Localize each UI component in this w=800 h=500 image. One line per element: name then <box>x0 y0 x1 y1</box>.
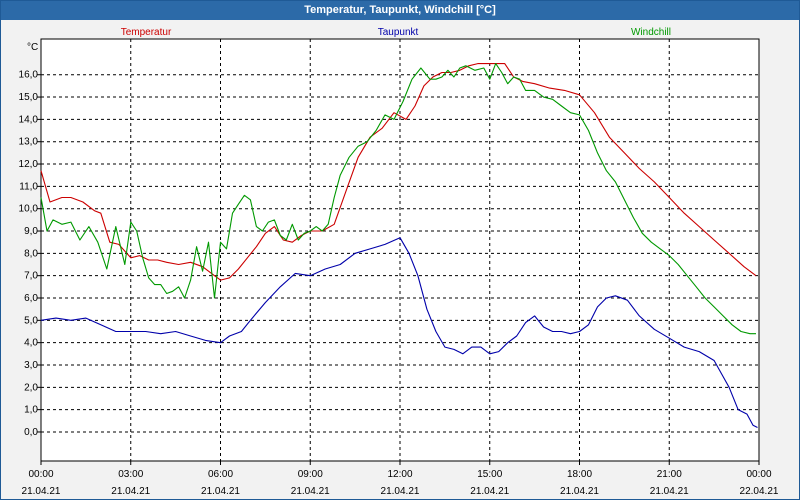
y-tick-label: 12,0 <box>19 159 39 170</box>
y-tick-label: 4,0 <box>24 338 38 349</box>
y-tick-label: 16,0 <box>19 70 39 81</box>
x-tick-date: 21.04.21 <box>291 486 330 497</box>
legend-windchill: Windchill <box>631 27 671 38</box>
x-tick-date: 22.04.21 <box>740 486 779 497</box>
x-tick-time: 18:00 <box>567 469 592 480</box>
y-tick-label: 0,0 <box>24 427 38 438</box>
x-tick-time: 12:00 <box>387 469 412 480</box>
x-tick-date: 21.04.21 <box>470 486 509 497</box>
x-tick-date: 21.04.21 <box>111 486 150 497</box>
series-line-temperatur <box>40 63 757 281</box>
x-tick-time: 00:00 <box>746 469 771 480</box>
legend-taupunkt: Taupunkt <box>378 27 419 38</box>
series-line-taupunkt <box>40 237 758 428</box>
y-tick-label: 1,0 <box>24 405 38 416</box>
y-tick-label: 8,0 <box>24 248 38 259</box>
y-tick-label: 13,0 <box>19 137 39 148</box>
window-title: Temperatur, Taupunkt, Windchill [°C] <box>1 1 799 20</box>
x-tick-time: 03:00 <box>118 469 143 480</box>
y-tick-label: 7,0 <box>24 271 38 282</box>
legend-temperatur: Temperatur <box>121 27 172 38</box>
y-tick-label: 14,0 <box>19 114 39 125</box>
x-tick-time: 15:00 <box>477 469 502 480</box>
x-tick-time: 00:00 <box>28 469 53 480</box>
y-tick-label: 2,0 <box>24 382 38 393</box>
series-line-windchill <box>40 63 756 335</box>
y-tick-label: 6,0 <box>24 293 38 304</box>
y-tick-label: 11,0 <box>19 181 38 192</box>
chart-area: 0,0 1,0 2,0 3,0 4,0 5,0 6,0 7,0 8,0 9,0 10,0 11,0 12… <box>19 27 779 497</box>
y-tick-label: 3,0 <box>24 360 38 371</box>
x-tick-date: 21.04.21 <box>22 486 61 497</box>
y-tick-label: 10,0 <box>19 204 39 215</box>
x-tick-date: 21.04.21 <box>560 486 599 497</box>
x-tick-date: 21.04.21 <box>381 486 420 497</box>
y-tick-label: 5,0 <box>24 315 38 326</box>
y-tick-label: 15,0 <box>19 92 39 103</box>
x-tick-time: 06:00 <box>208 469 233 480</box>
y-tick-label: 9,0 <box>24 226 38 237</box>
x-tick-time: 09:00 <box>298 469 323 480</box>
x-tick-date: 21.04.21 <box>650 486 689 497</box>
x-tick-time: 21:00 <box>657 469 682 480</box>
x-tick-date: 21.04.21 <box>201 486 240 497</box>
y-axis-unit: °C <box>27 42 38 53</box>
plot-border <box>40 38 760 462</box>
